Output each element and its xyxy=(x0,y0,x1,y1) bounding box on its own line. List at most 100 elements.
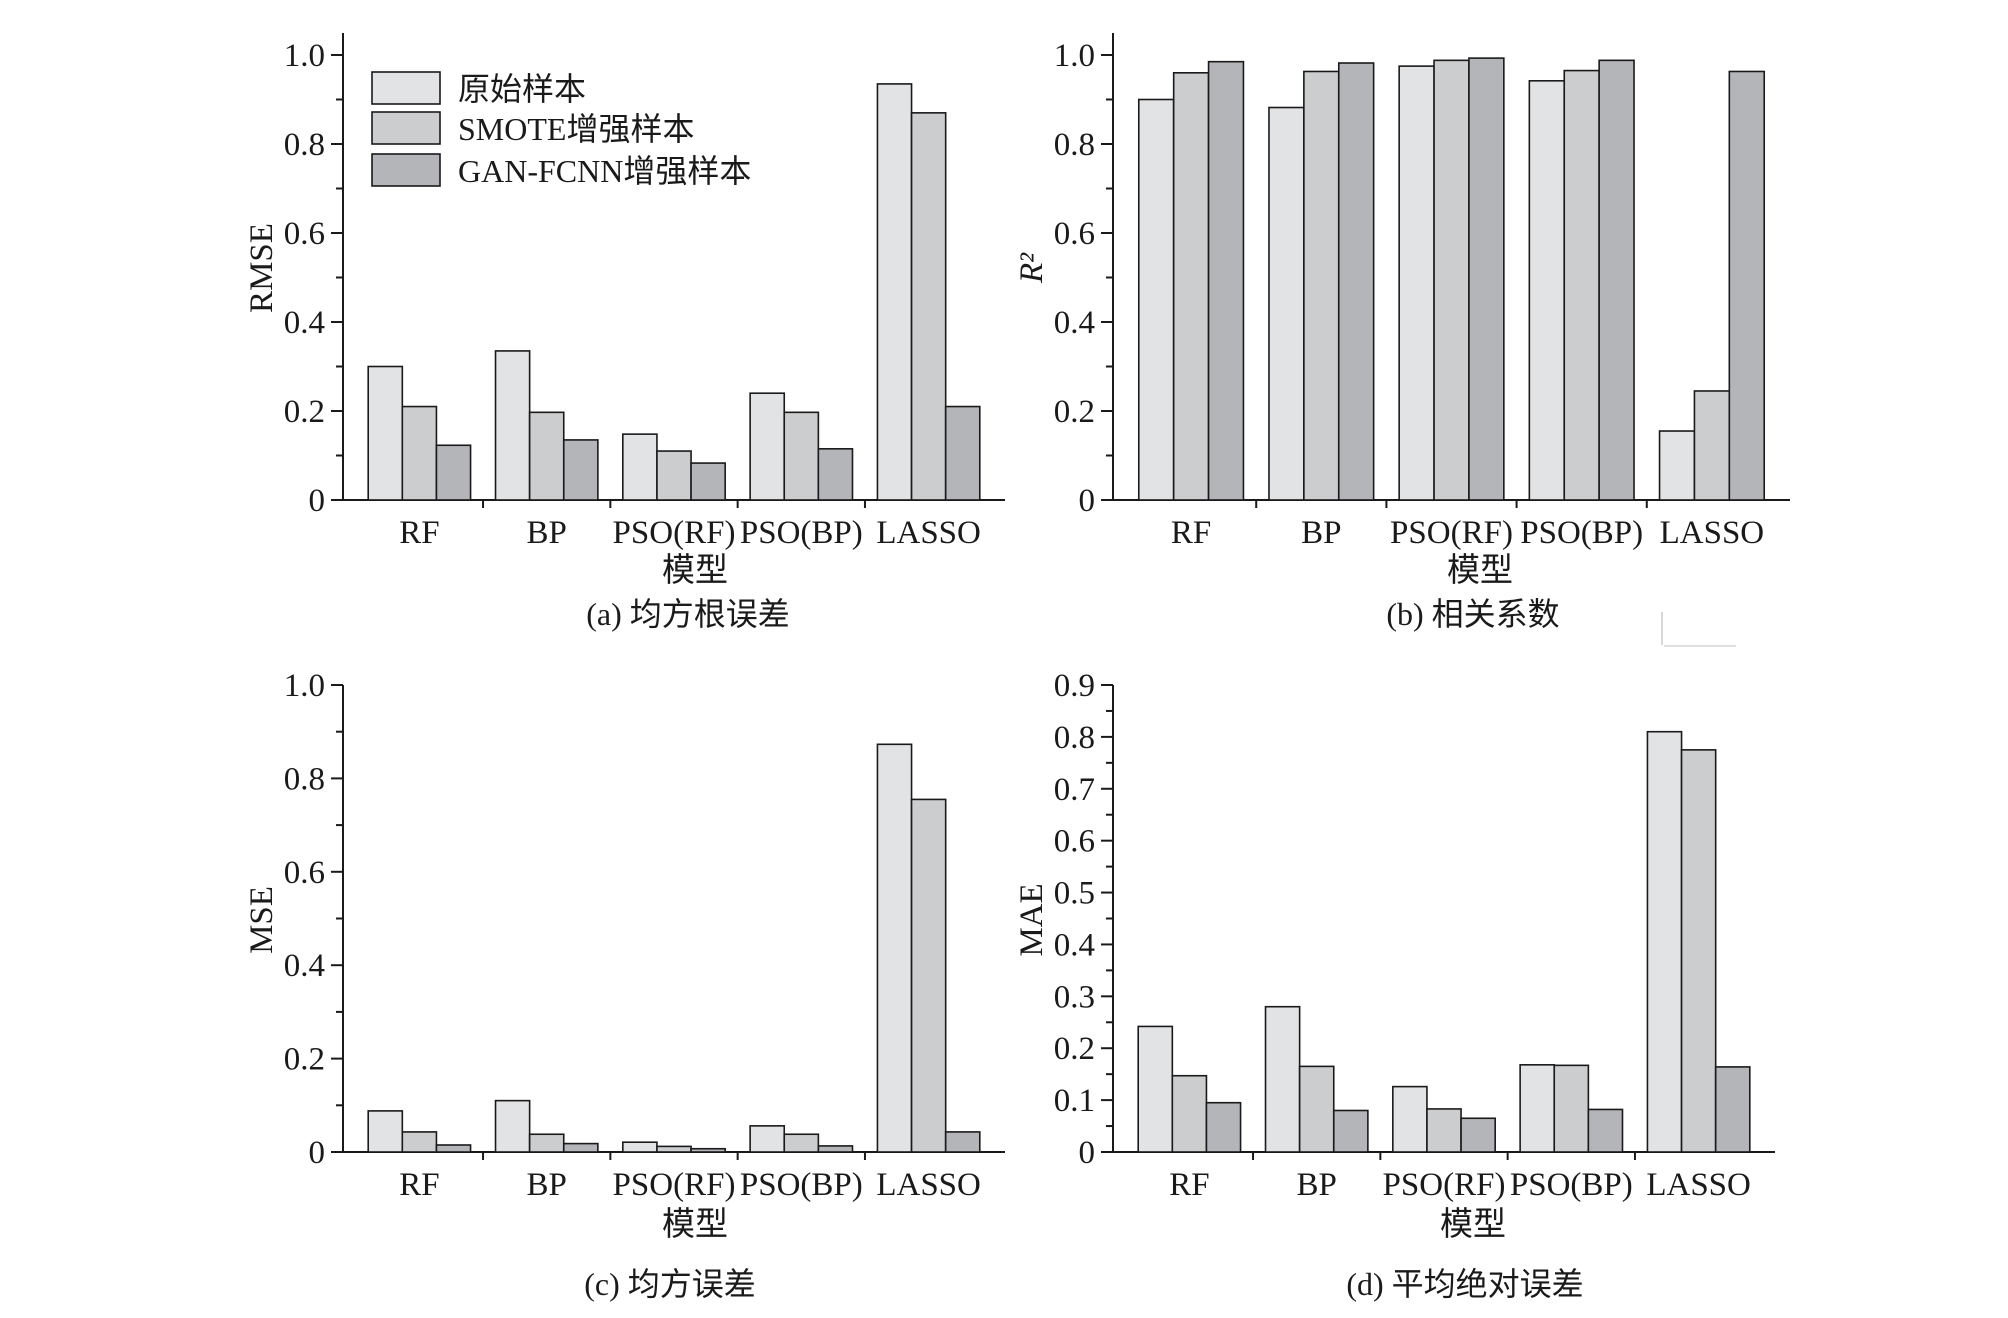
legend-label-gan-fcnn: GAN-FCNN增强样本 xyxy=(458,153,751,189)
bar-b-rf-s0 xyxy=(1137,98,1175,501)
bar-a-psobp-s1 xyxy=(783,411,820,501)
y-tick-label-c: 1.0 xyxy=(284,668,325,704)
bar-a-psorf-s1 xyxy=(656,450,692,501)
y-tick-label-d: 0.5 xyxy=(1054,876,1095,912)
x-tick-label-b: PSO(RF) xyxy=(1390,515,1513,551)
bar-c-rf-s0 xyxy=(367,1110,404,1153)
y-tick-label-a: 0.8 xyxy=(284,127,325,163)
bar-d-psobp-s1 xyxy=(1553,1064,1590,1153)
bar-b-psobp-s0 xyxy=(1528,80,1566,501)
bar-b-psobp-s2 xyxy=(1598,59,1635,501)
y-tick-label-b: 0 xyxy=(1079,483,1096,519)
bar-d-psorf-s0 xyxy=(1392,1085,1428,1153)
y-tick-label-b: 0.4 xyxy=(1054,305,1095,341)
panel-b: 00.20.40.60.81.0RF BP PSO(RF) PSO(BP) LASSO … xyxy=(1014,33,1790,632)
y-tick-label-b: 1.0 xyxy=(1054,38,1095,74)
bar-a-rf-s1 xyxy=(401,405,438,501)
y-tick-label-d: 0 xyxy=(1079,1135,1096,1171)
x-tick-label-a: PSO(BP) xyxy=(740,515,863,551)
bar-d-lasso-s1 xyxy=(1680,749,1717,1153)
legend-swatch-smote xyxy=(371,111,441,145)
y-tick-label-c: 0 xyxy=(309,1135,326,1171)
x-tick-label-d: LASSO xyxy=(1646,1167,1751,1203)
bar-b-psobp-s1 xyxy=(1563,69,1600,501)
bar-a-psorf-s0 xyxy=(622,433,658,501)
y-tick-label-d: 0.8 xyxy=(1054,720,1095,756)
y-tick-label-d: 0.3 xyxy=(1054,979,1095,1015)
y-tick-label-d: 0.1 xyxy=(1054,1083,1095,1119)
bar-d-rf-s1 xyxy=(1171,1074,1208,1153)
bar-a-rf-s0 xyxy=(367,365,404,501)
legend-label-original: 原始样本 xyxy=(458,71,586,107)
bar-b-bp-s1 xyxy=(1303,70,1340,501)
x-tick-label-a: PSO(RF) xyxy=(613,515,736,551)
bar-b-lasso-s1 xyxy=(1693,390,1731,501)
panel-c: 00.20.40.60.81.0RF BP PSO(RF) PSO(BP) LASSO … xyxy=(244,668,1005,1302)
bar-d-bp-s1 xyxy=(1298,1065,1335,1153)
bar-c-psorf-s2 xyxy=(690,1147,726,1153)
caption-c: (c) 均方误差 xyxy=(584,1266,756,1302)
xlabel-a: 模型 xyxy=(662,552,728,589)
bar-d-bp-s2 xyxy=(1332,1109,1369,1153)
y-tick-label-d: 0.7 xyxy=(1054,772,1095,808)
caption-d: (d) 平均绝对误差 xyxy=(1346,1266,1583,1302)
panel-d: 0 0.1 0.2 0.3 0.4 0.5 0.6 0.7 0.8 0.9 RF BP PSO(RF) P… xyxy=(1014,668,1775,1302)
y-tick-label-b: 0.8 xyxy=(1054,127,1095,163)
x-tick-label-d: RF xyxy=(1169,1167,1209,1203)
x-tick-label-c: LASSO xyxy=(876,1167,981,1203)
xlabel-d: 模型 xyxy=(1440,1206,1506,1243)
x-tick-label-d: BP xyxy=(1297,1167,1337,1203)
y-tick-label-c: 0.6 xyxy=(284,855,325,891)
ylabel-d: MAE xyxy=(1014,883,1050,956)
bar-d-lasso-s0 xyxy=(1646,730,1683,1153)
bar-c-psobp-s2 xyxy=(817,1145,854,1153)
bar-b-lasso-s2 xyxy=(1728,70,1766,501)
bar-a-rf-s2 xyxy=(435,444,472,501)
bar-a-psorf-s2 xyxy=(690,462,726,501)
x-tick-label-d: PSO(BP) xyxy=(1510,1167,1633,1203)
legend: 原始样本 SMOTE增强样本 GAN-FCNN增强样本 xyxy=(371,71,751,189)
y-tick-label-b: 0.2 xyxy=(1054,394,1095,430)
y-tick-label-d: 0.6 xyxy=(1054,824,1095,860)
bar-a-bp-s0 xyxy=(494,350,531,501)
y-tick-label-b: 0.6 xyxy=(1054,216,1095,252)
y-tick-label-d: 0.4 xyxy=(1054,927,1095,963)
y-tick-label-d: 0.2 xyxy=(1054,1031,1095,1067)
y-tick-label-a: 0.2 xyxy=(284,394,325,430)
xlabel-c: 模型 xyxy=(662,1206,728,1243)
y-tick-label-a: 0 xyxy=(309,483,326,519)
bar-a-lasso-s2 xyxy=(944,405,981,501)
ylabel-a: RMSE xyxy=(244,223,280,313)
x-tick-label-c: PSO(BP) xyxy=(740,1167,863,1203)
bar-b-bp-s2 xyxy=(1337,62,1375,501)
bar-c-lasso-s1 xyxy=(910,798,947,1153)
bar-d-rf-s2 xyxy=(1205,1101,1242,1153)
x-tick-label-a: BP xyxy=(527,515,567,551)
plot-area-a: 0 0.2 0.4 0.6 0.8 1.0 RF BP PSO(RF) PSO(BP) LASSO xyxy=(284,33,1005,551)
bar-c-psorf-s0 xyxy=(622,1141,658,1153)
x-tick-label-b: BP xyxy=(1301,515,1341,551)
y-tick-label-c: 0.4 xyxy=(284,948,325,984)
bar-b-rf-s1 xyxy=(1172,72,1210,501)
y-tick-label-c: 0.2 xyxy=(284,1042,325,1078)
ylabel-b: R² xyxy=(1014,252,1050,284)
bar-c-bp-s0 xyxy=(494,1099,531,1153)
y-tick-label-a: 1.0 xyxy=(284,38,325,74)
plot-area-b: 0 0.2 0.4 0.6 0.8 1.0 RF BP PSO(RF) PSO(BP) LASSO xyxy=(1054,33,1790,551)
legend-label-smote: SMOTE增强样本 xyxy=(458,111,694,147)
x-tick-label-b: RF xyxy=(1171,515,1211,551)
bar-a-lasso-s0 xyxy=(876,83,913,501)
bar-d-psobp-s2 xyxy=(1587,1108,1624,1153)
legend-swatch-original xyxy=(371,71,441,105)
bar-b-rf-s2 xyxy=(1207,60,1245,501)
plot-area-d: 0 0.1 0.2 0.3 0.4 0.5 0.6 0.7 0.8 0.9 RF BP PSO(RF) P… xyxy=(1054,668,1775,1203)
bar-c-bp-s1 xyxy=(528,1133,565,1153)
xlabel-b: 模型 xyxy=(1447,552,1513,589)
bar-c-lasso-s0 xyxy=(876,743,913,1153)
bar-b-bp-s0 xyxy=(1268,106,1305,501)
bar-d-psorf-s1 xyxy=(1426,1108,1462,1153)
bar-b-psorf-s0 xyxy=(1398,65,1435,501)
plot-area-c: 0 0.2 0.4 0.6 0.8 1.0 RF BP PSO(RF) PSO(BP) LASSO xyxy=(284,668,1005,1203)
x-tick-label-a: RF xyxy=(399,515,439,551)
